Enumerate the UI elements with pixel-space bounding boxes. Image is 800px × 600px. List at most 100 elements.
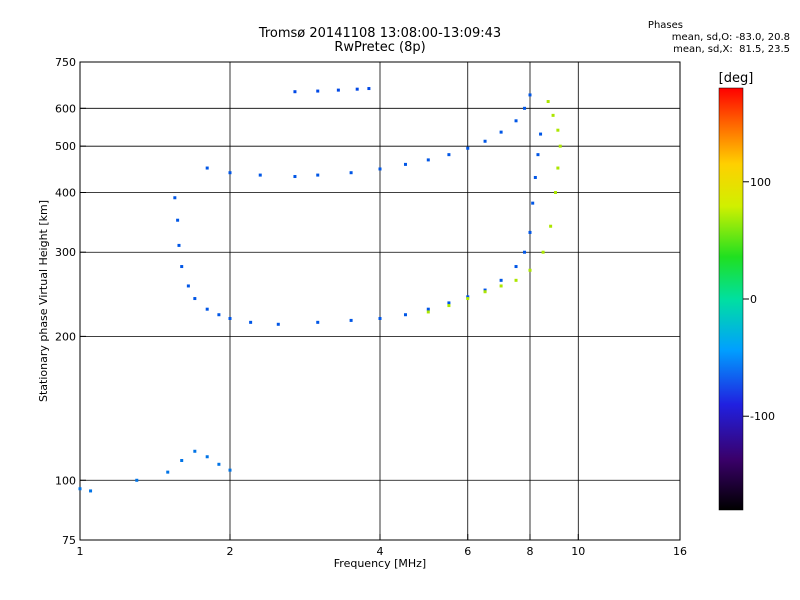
y-tick-label: 400 xyxy=(55,186,76,199)
y-axis-label: Stationary phase Virtual Height [km] xyxy=(37,200,50,402)
data-point xyxy=(176,218,180,222)
x-tick-label: 2 xyxy=(227,545,234,558)
data-point xyxy=(483,288,487,292)
data-point xyxy=(536,153,540,157)
data-point xyxy=(447,153,451,157)
x-tick-label: 16 xyxy=(673,545,687,558)
y-tick-label: 300 xyxy=(55,246,76,259)
data-point xyxy=(228,316,232,320)
x-tick-label: 8 xyxy=(527,545,534,558)
data-point xyxy=(173,196,177,200)
data-point xyxy=(349,318,353,322)
data-point xyxy=(355,87,359,91)
data-point xyxy=(499,284,503,288)
data-point xyxy=(466,297,470,301)
data-point xyxy=(447,304,451,308)
colorbar-tick-label: 0 xyxy=(750,293,757,306)
data-point xyxy=(217,462,221,466)
data-point xyxy=(378,167,382,171)
x-tick-label: 6 xyxy=(464,545,471,558)
data-point xyxy=(514,278,518,282)
data-point xyxy=(228,171,232,175)
data-point xyxy=(514,265,518,269)
colorbar-tick-label: -100 xyxy=(750,410,775,423)
x-tick-label: 10 xyxy=(571,545,585,558)
data-point xyxy=(316,320,320,324)
data-point xyxy=(293,90,297,94)
data-point xyxy=(316,89,320,93)
data-point xyxy=(258,173,262,177)
data-point xyxy=(180,458,184,462)
data-point xyxy=(447,301,451,305)
data-point xyxy=(533,175,537,179)
data-point xyxy=(523,106,527,110)
data-point xyxy=(549,224,553,228)
data-point xyxy=(89,489,93,493)
data-point xyxy=(556,128,560,132)
data-point xyxy=(135,478,139,482)
data-point xyxy=(528,268,532,272)
data-point xyxy=(553,190,557,194)
data-point xyxy=(466,295,470,299)
y-tick-label: 200 xyxy=(55,330,76,343)
x-tick-label: 1 xyxy=(77,545,84,558)
data-point xyxy=(378,316,382,320)
data-point xyxy=(249,320,253,324)
chart-title: Tromsø 20141108 13:08:00-13:09:43 xyxy=(258,26,502,41)
data-point xyxy=(177,243,181,247)
data-point xyxy=(336,88,340,92)
data-point xyxy=(528,230,532,234)
data-point xyxy=(426,158,430,162)
data-point xyxy=(403,162,407,166)
colorbar-ticks: 100 0 -100 xyxy=(743,176,775,423)
data-point xyxy=(558,144,562,148)
y-tick-label: 75 xyxy=(62,534,76,547)
data-point xyxy=(483,290,487,294)
data-point xyxy=(293,175,297,179)
y-tick-label: 500 xyxy=(55,140,76,153)
stats-header: Phases xyxy=(647,20,683,31)
data-point xyxy=(483,139,487,143)
x-tick-label: 4 xyxy=(377,545,384,558)
data-point xyxy=(186,284,190,288)
colorbar xyxy=(718,87,744,511)
y-tick-label: 100 xyxy=(55,474,76,487)
data-point xyxy=(539,132,543,136)
data-point xyxy=(205,166,209,170)
data-point xyxy=(523,250,527,254)
data-point xyxy=(531,201,535,205)
data-point xyxy=(349,171,353,175)
data-point xyxy=(180,265,184,269)
data-point xyxy=(466,146,470,150)
data-point xyxy=(217,313,221,317)
y-axis: 75 100 200 300 400 500 600 750 xyxy=(55,56,86,547)
data-point xyxy=(556,166,560,170)
data-point xyxy=(367,87,371,91)
data-point xyxy=(205,455,209,459)
data-point xyxy=(316,173,320,177)
data-point xyxy=(426,310,430,314)
data-point xyxy=(541,250,545,254)
data-points xyxy=(78,87,562,493)
data-point xyxy=(78,487,82,491)
data-point xyxy=(546,100,550,104)
data-point xyxy=(528,93,532,97)
data-point xyxy=(514,119,518,123)
x-axis-label: Frequency [MHz] xyxy=(334,557,426,570)
data-point xyxy=(166,470,170,474)
y-tick-label: 600 xyxy=(55,102,76,115)
data-point xyxy=(403,313,407,317)
stats-x-mode: mean, sd,X: 81.5, 23.5 xyxy=(673,44,790,55)
data-point xyxy=(426,307,430,311)
grid-lines xyxy=(80,62,680,540)
data-point xyxy=(193,297,197,301)
data-point xyxy=(499,130,503,134)
data-point xyxy=(276,322,280,326)
colorbar-label: [deg] xyxy=(719,71,754,86)
data-point xyxy=(205,307,209,311)
colorbar-tick-label: 100 xyxy=(750,176,771,189)
x-axis: 1 2 4 6 8 10 16 xyxy=(77,534,687,558)
y-tick-label: 750 xyxy=(55,56,76,69)
data-point xyxy=(551,113,555,117)
